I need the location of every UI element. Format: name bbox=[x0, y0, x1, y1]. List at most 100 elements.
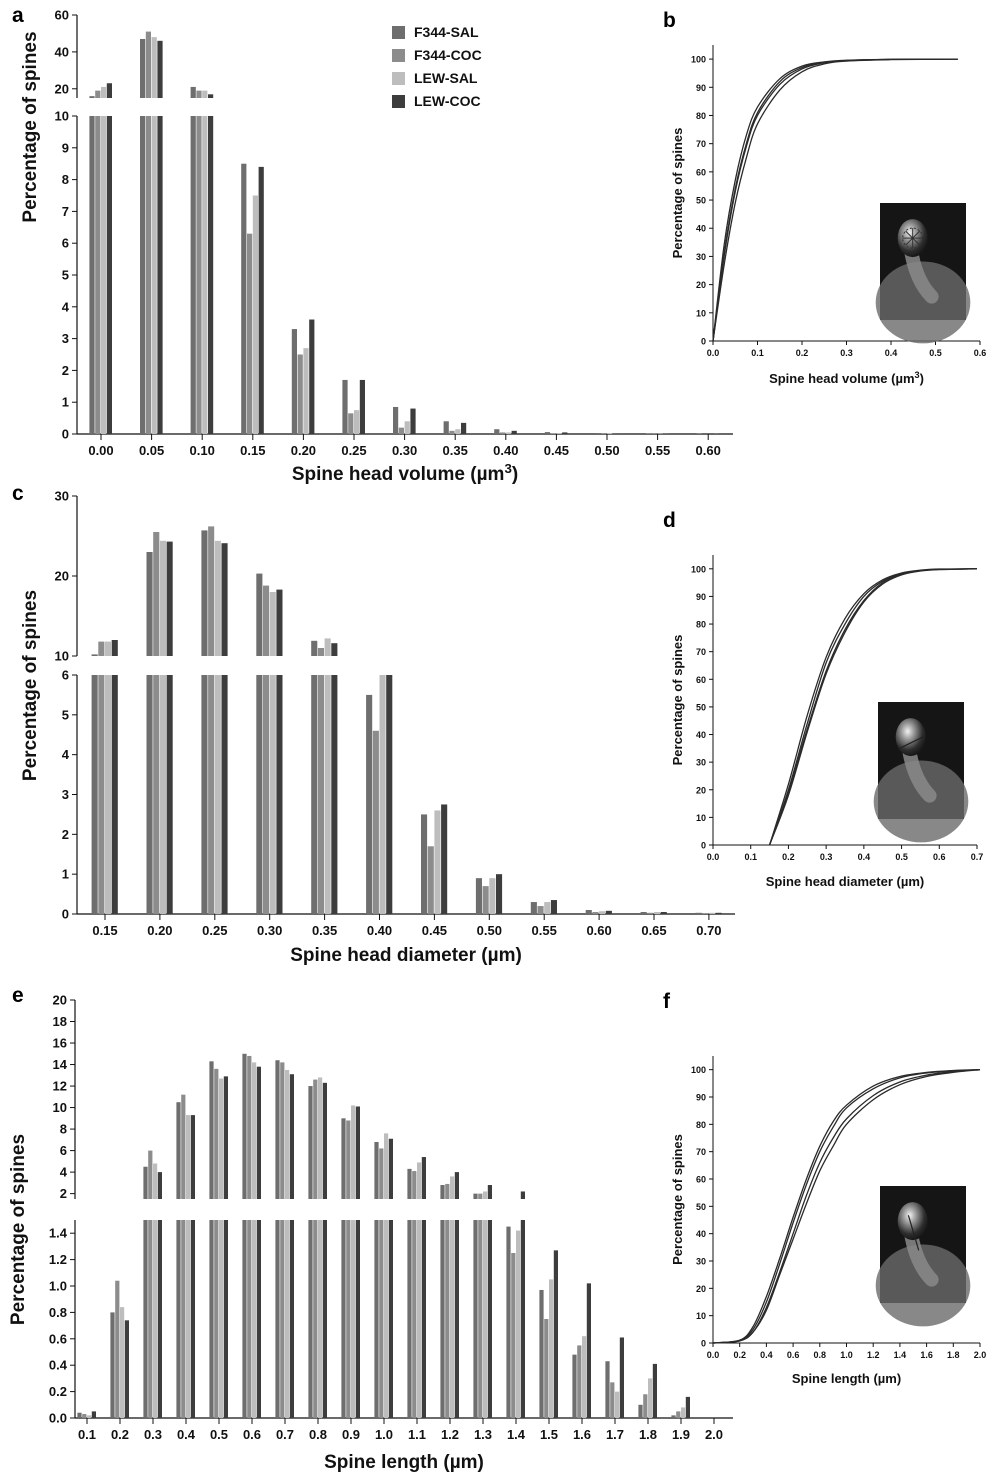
y-tick-label: 1 bbox=[62, 395, 69, 410]
bar bbox=[483, 1191, 488, 1199]
bar bbox=[221, 543, 228, 656]
y-tick-label: 10 bbox=[55, 649, 69, 664]
y-tick-label: 1 bbox=[62, 867, 69, 882]
x-tick-label: 0.05 bbox=[139, 443, 164, 458]
bar bbox=[87, 1415, 92, 1418]
bar bbox=[190, 116, 196, 434]
x-tick-label: 0.1 bbox=[78, 1427, 96, 1442]
x-tick-label: 0.50 bbox=[594, 443, 619, 458]
x-axis-title: Spine head diameter (µm) bbox=[290, 945, 522, 966]
x-tick-label: 0.6 bbox=[974, 348, 987, 358]
x-tick-label: 0.45 bbox=[422, 923, 447, 938]
measurement-outline bbox=[902, 227, 924, 249]
bar bbox=[544, 1319, 549, 1418]
bar bbox=[640, 912, 647, 914]
x-tick-label: 0.55 bbox=[645, 443, 670, 458]
bar bbox=[181, 1094, 186, 1199]
y-tick-label: 100 bbox=[691, 564, 706, 574]
cdf-line bbox=[712, 1069, 981, 1344]
y-tick-label: 3 bbox=[62, 331, 69, 346]
bar bbox=[562, 432, 568, 434]
bar bbox=[450, 1176, 455, 1199]
bar bbox=[605, 910, 612, 914]
bar bbox=[95, 116, 101, 434]
y-tick-label: 90 bbox=[696, 592, 706, 602]
bar bbox=[454, 1220, 459, 1418]
panel-letter-c: c bbox=[12, 482, 24, 505]
cdf-line bbox=[768, 568, 978, 846]
bar bbox=[417, 1220, 422, 1418]
bar bbox=[151, 116, 157, 434]
y-tick-label: 60 bbox=[55, 8, 69, 23]
x-tick-label: 0.6 bbox=[933, 852, 946, 862]
bar bbox=[478, 1193, 483, 1199]
dendrite-blob bbox=[875, 261, 971, 344]
bar bbox=[153, 1163, 158, 1199]
bar bbox=[145, 116, 151, 434]
bar bbox=[520, 1191, 525, 1199]
x-tick-label: 0.5 bbox=[210, 1427, 228, 1442]
bar bbox=[98, 641, 105, 656]
x-tick-label: 0.2 bbox=[796, 348, 809, 358]
bar bbox=[153, 532, 160, 656]
y-tick-label: 10 bbox=[53, 1100, 67, 1115]
x-tick-label: 0.65 bbox=[641, 923, 666, 938]
x-tick-label: 0.4 bbox=[177, 1427, 196, 1442]
y-tick-label: 20 bbox=[53, 993, 67, 1008]
panel-letter-b: b bbox=[663, 9, 676, 32]
y-tick-label: 0 bbox=[701, 841, 706, 851]
bar bbox=[263, 585, 270, 656]
bar bbox=[291, 329, 297, 434]
y-tick-label: 100 bbox=[691, 1065, 706, 1075]
measurement-line bbox=[905, 237, 914, 246]
y-tick-label: 0.8 bbox=[49, 1305, 67, 1320]
bar bbox=[652, 1363, 657, 1418]
x-tick-label: 0.30 bbox=[392, 443, 417, 458]
y-tick-label: 3 bbox=[62, 787, 69, 802]
legend-swatch bbox=[392, 72, 405, 85]
x-tick-label: 0.2 bbox=[111, 1427, 129, 1442]
bar bbox=[388, 1138, 393, 1199]
y-tick-label: 20 bbox=[55, 81, 69, 96]
bar bbox=[434, 810, 441, 914]
x-tick-label: 0.15 bbox=[92, 923, 117, 938]
x-tick-label: 0.50 bbox=[477, 923, 502, 938]
bar bbox=[582, 1336, 587, 1418]
bar bbox=[511, 1253, 516, 1418]
bar bbox=[208, 675, 215, 914]
bar bbox=[605, 1361, 610, 1418]
bar bbox=[202, 116, 208, 434]
y-axis-title: Percentage of spines bbox=[670, 635, 685, 766]
bar bbox=[105, 675, 112, 914]
bar bbox=[256, 1220, 261, 1418]
y-tick-label: 0.0 bbox=[49, 1411, 67, 1426]
y-tick-label: 60 bbox=[696, 167, 706, 177]
bar bbox=[407, 1220, 412, 1418]
bar bbox=[643, 1394, 648, 1418]
x-tick-label: 0.35 bbox=[312, 923, 337, 938]
bar bbox=[530, 902, 537, 914]
bar bbox=[280, 1220, 285, 1418]
y-tick-label: 80 bbox=[696, 620, 706, 630]
bar bbox=[201, 675, 208, 914]
x-tick-label: 2.0 bbox=[974, 1350, 987, 1360]
x-tick-label: 0.10 bbox=[190, 443, 215, 458]
bar bbox=[550, 433, 556, 434]
bar bbox=[256, 1066, 261, 1199]
y-tick-label: 2 bbox=[62, 363, 69, 378]
x-tick-label: 0.15 bbox=[240, 443, 265, 458]
bar bbox=[166, 541, 173, 656]
x-axis-title: Spine length (µm) bbox=[324, 1452, 484, 1473]
x-tick-label: 0.40 bbox=[493, 443, 518, 458]
bar bbox=[506, 1226, 511, 1418]
x-tick-label: 1.7 bbox=[606, 1427, 624, 1442]
bar bbox=[101, 86, 107, 98]
bar bbox=[379, 1148, 384, 1199]
y-tick-label: 9 bbox=[62, 140, 69, 155]
bar bbox=[242, 1220, 247, 1418]
bar bbox=[256, 675, 263, 914]
bar bbox=[695, 912, 702, 914]
panel-letter-e: e bbox=[12, 984, 24, 1007]
bar bbox=[106, 83, 112, 98]
cdf-line bbox=[712, 1069, 981, 1344]
